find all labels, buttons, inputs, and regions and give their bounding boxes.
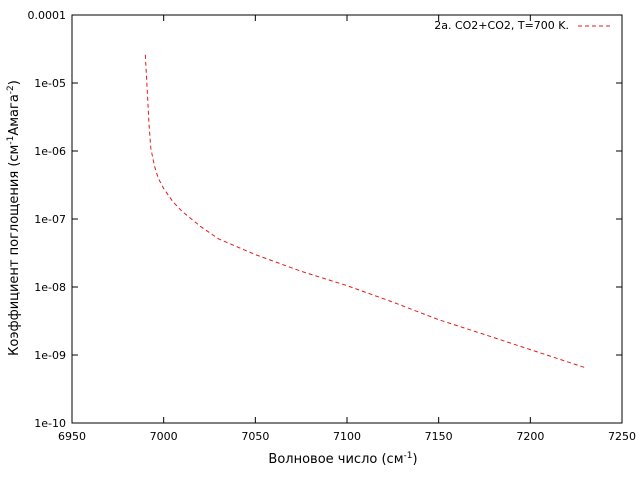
x-axis-label: Волновое число (см-1) (268, 451, 417, 467)
x-axis-label-end: ) (412, 452, 417, 467)
y-tick-label: 1e-06 (34, 145, 66, 158)
y-axis-label-text: Коэффициент поглощения (см (7, 145, 22, 356)
x-tick-label: 7150 (425, 430, 453, 443)
y-axis-label-superscript-2: -2 (6, 85, 16, 94)
x-axis-ticks: 6950 7000 7050 7100 7150 7200 7250 (58, 15, 636, 443)
x-axis-label-superscript: -1 (404, 451, 413, 461)
x-tick-label: 7100 (333, 430, 361, 443)
series-line (144, 54, 586, 369)
y-tick-label: 1e-09 (34, 349, 66, 362)
legend-label: 2a. CO2+CO2, T=700 K. (434, 19, 569, 32)
x-tick-label: 7050 (241, 430, 269, 443)
y-axis-ticks: 1e-10 1e-09 1e-08 1e-07 1e-06 1e-05 0.0001 (28, 9, 622, 430)
y-axis-label-end: ) (7, 80, 22, 85)
legend: 2a. CO2+CO2, T=700 K. (434, 19, 612, 32)
x-axis-label-text: Волновое число (см (268, 452, 403, 467)
y-tick-label: 0.0001 (28, 9, 67, 22)
y-axis-label-mid: Амага (7, 94, 22, 135)
x-tick-label: 7000 (150, 430, 178, 443)
y-axis-label-superscript-1: -1 (6, 136, 16, 145)
y-tick-label: 1e-05 (34, 77, 66, 90)
y-axis-label: Коэффициент поглощения (см-1Амага-2) (6, 80, 22, 356)
y-tick-label: 1e-10 (34, 417, 66, 430)
x-tick-label: 7250 (608, 430, 636, 443)
x-tick-label: 7200 (516, 430, 544, 443)
y-tick-label: 1e-08 (34, 281, 66, 294)
y-tick-label: 1e-07 (34, 213, 66, 226)
plot-area-frame (71, 14, 623, 424)
x-tick-label: 6950 (58, 430, 86, 443)
series-group (144, 54, 586, 369)
